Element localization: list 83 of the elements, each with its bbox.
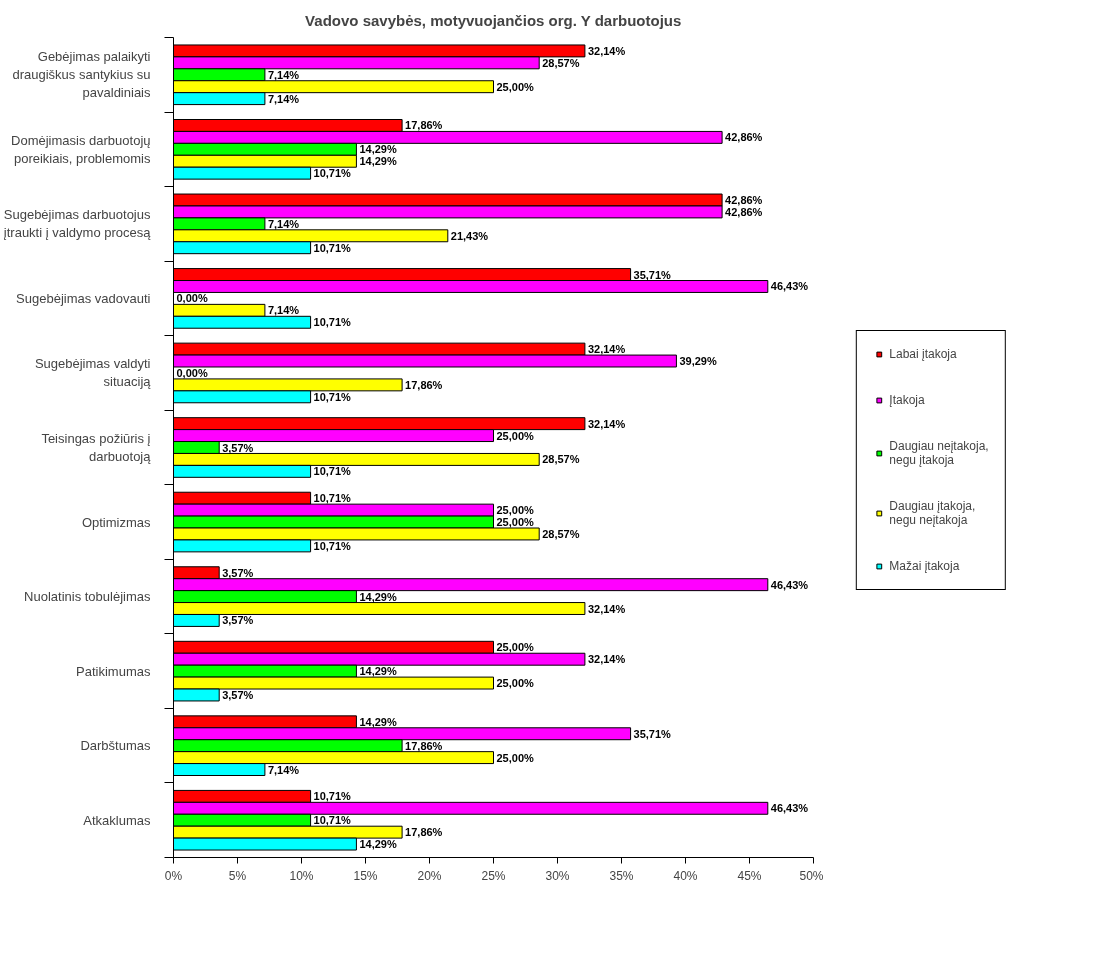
x-tick-label: 40%: [673, 868, 698, 883]
data-label: 7,14%: [267, 763, 300, 776]
chart-title: Vadovo savybės, motyvuojančios org. Y darbuotojus: [305, 11, 682, 29]
legend-label: Daugiau neįtakoja, negu įtakoja: [889, 438, 989, 467]
data-label: 10,71%: [313, 790, 352, 803]
y-tick-label: Gebėjimas palaikyti draugiškus santykius su pavaldiniais: [12, 49, 151, 101]
data-label: 25,00%: [496, 751, 535, 764]
data-label: 3,57%: [222, 566, 254, 579]
data-label: 46,43%: [770, 802, 809, 815]
data-label: 46,43%: [770, 280, 809, 293]
x-tick-label: 10%: [289, 868, 314, 883]
x-tick-label: 45%: [737, 868, 762, 883]
data-label: 10,71%: [313, 814, 352, 827]
data-label: 7,14%: [267, 304, 300, 317]
data-label: 14,29%: [359, 155, 397, 168]
x-tick-label: 20%: [417, 868, 442, 883]
data-label: 10,71%: [313, 539, 352, 552]
data-label: 17,86%: [405, 739, 443, 752]
x-tick-label: 35%: [609, 868, 634, 883]
y-tick-label: Sugebėjimas darbuotojus įtraukti į valdymo procesą: [3, 207, 152, 241]
data-label: 3,57%: [222, 441, 254, 454]
data-label: 32,14%: [587, 343, 626, 356]
data-label: 10,71%: [313, 316, 352, 329]
data-label: 14,29%: [359, 590, 397, 603]
data-label: 32,14%: [587, 653, 626, 666]
data-label: 10,71%: [313, 492, 352, 505]
data-label: 10,71%: [313, 390, 352, 403]
x-tick-label: 0%: [164, 868, 183, 883]
x-tick-label: 25%: [481, 868, 506, 883]
x-tick-label: 50%: [799, 868, 824, 883]
y-tick-label: Domėjimasis darbuotojų poreikiais, problemomis: [11, 132, 151, 166]
legend-label: Labai įtakoja: [889, 346, 957, 361]
data-label: 17,86%: [405, 826, 443, 839]
legend-label: Įtakoja: [889, 392, 925, 407]
data-label: 25,00%: [496, 641, 535, 654]
data-label: 42,86%: [725, 205, 763, 218]
data-label: 10,71%: [313, 465, 352, 478]
data-label: 0,00%: [176, 292, 208, 305]
data-label: 28,57%: [542, 527, 580, 540]
data-label: 28,57%: [542, 453, 580, 466]
data-label: 35,71%: [633, 268, 672, 281]
data-label: 32,14%: [587, 44, 626, 57]
data-label: 25,00%: [496, 80, 535, 93]
y-tick-label: Atkaklumas: [83, 812, 151, 828]
data-label: 7,14%: [267, 92, 300, 105]
data-label: 7,14%: [267, 217, 300, 230]
data-label: 25,00%: [496, 677, 535, 690]
data-label: 42,86%: [725, 131, 763, 144]
x-tick-label: 30%: [545, 868, 570, 883]
data-label: 17,86%: [405, 378, 443, 391]
data-label: 46,43%: [770, 578, 809, 591]
data-label: 14,29%: [359, 143, 397, 156]
data-label: 35,71%: [633, 727, 672, 740]
y-tick-label: Nuolatinis tobulėjimas: [24, 589, 151, 605]
legend-label: Daugiau įtakoja, negu neįtakoja: [889, 498, 976, 527]
data-label: 28,57%: [542, 56, 580, 69]
data-label: 14,29%: [359, 715, 397, 728]
data-label: 25,00%: [496, 516, 535, 529]
data-label: 3,57%: [222, 614, 254, 627]
data-label: 10,71%: [313, 241, 352, 254]
data-label: 25,00%: [496, 504, 535, 517]
data-label: 39,29%: [679, 355, 717, 368]
y-tick-label: Darbštumas: [80, 738, 151, 754]
y-tick-label: Sugebėjimas vadovauti: [16, 290, 151, 306]
data-label: 0,00%: [176, 366, 208, 379]
y-tick-label: Sugebėjimas valdyti situaciją: [34, 356, 152, 390]
y-tick-label: Teisingas požiūris į darbuotoją: [41, 431, 152, 464]
data-label: 10,71%: [313, 167, 352, 180]
data-label: 42,86%: [725, 194, 763, 207]
data-label: 32,14%: [587, 417, 626, 430]
data-label: 14,29%: [359, 665, 397, 678]
data-label: 14,29%: [359, 838, 397, 851]
data-label: 17,86%: [405, 119, 443, 132]
x-tick-label: 5%: [228, 868, 247, 883]
data-label: 32,14%: [587, 602, 626, 615]
data-label: 21,43%: [450, 229, 489, 242]
data-label: 3,57%: [222, 688, 254, 701]
y-tick-label: Patikimumas: [76, 663, 151, 679]
data-label: 7,14%: [267, 68, 300, 81]
y-tick-label: Optimizmas: [81, 514, 151, 530]
legend-label: Mažai įtakoja: [889, 558, 960, 573]
data-label: 25,00%: [496, 429, 535, 442]
x-tick-label: 15%: [353, 868, 378, 883]
